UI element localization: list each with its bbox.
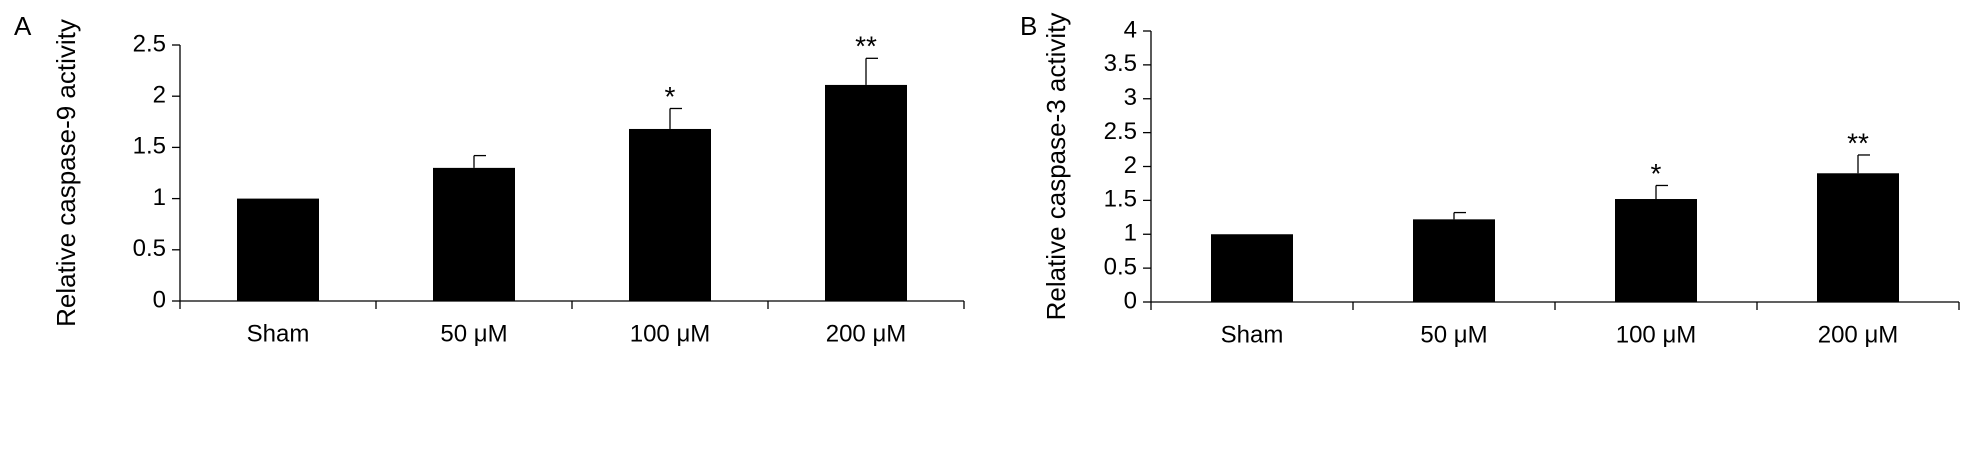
y-tick-label: 3.5 (1104, 50, 1137, 77)
bar (1817, 173, 1899, 302)
significance: * (665, 81, 676, 112)
x-tick-label: 100 μM (1616, 321, 1697, 348)
significance: * (1651, 158, 1662, 189)
x-tick-label: 100 μM (630, 320, 711, 347)
y-tick-label: 1 (1124, 220, 1137, 247)
bar (237, 198, 319, 301)
y-tick-label: 2.5 (1104, 118, 1137, 145)
bar (1615, 199, 1697, 302)
y-tick-label: 0 (153, 286, 166, 313)
x-tick-label: 200 μM (1818, 321, 1899, 348)
y-tick-label: 0.5 (1104, 253, 1137, 280)
x-tick-label: 200 μM (826, 320, 907, 347)
significance: ** (855, 31, 877, 62)
x-tick-label: 50 μM (440, 320, 507, 347)
bar (1211, 234, 1293, 302)
y-tick-label: 1.5 (1104, 186, 1137, 213)
y-tick-label: 1 (153, 184, 166, 211)
bar (825, 84, 907, 301)
y-tick-label: 2 (1124, 152, 1137, 179)
panel-label: B (1020, 11, 1037, 41)
y-tick-label: 2.5 (133, 30, 166, 57)
y-tick-label: 3 (1124, 84, 1137, 111)
x-tick-label: 50 μM (1420, 321, 1487, 348)
bar (629, 128, 711, 301)
y-tick-label: 4 (1124, 16, 1137, 43)
y-tick-label: 0.5 (133, 235, 166, 262)
x-tick-label: Sham (1221, 321, 1284, 348)
y-axis-label: Relative caspase-9 activity (51, 19, 81, 327)
y-tick-label: 2 (153, 82, 166, 109)
significance: ** (1847, 127, 1869, 158)
x-tick-label: Sham (247, 320, 310, 347)
panel-label: A (14, 11, 32, 41)
y-tick-label: 0 (1124, 287, 1137, 314)
bar (1413, 219, 1495, 302)
bar (433, 167, 515, 301)
y-axis-label: Relative caspase-3 activity (1041, 13, 1071, 321)
y-tick-label: 1.5 (133, 133, 166, 160)
